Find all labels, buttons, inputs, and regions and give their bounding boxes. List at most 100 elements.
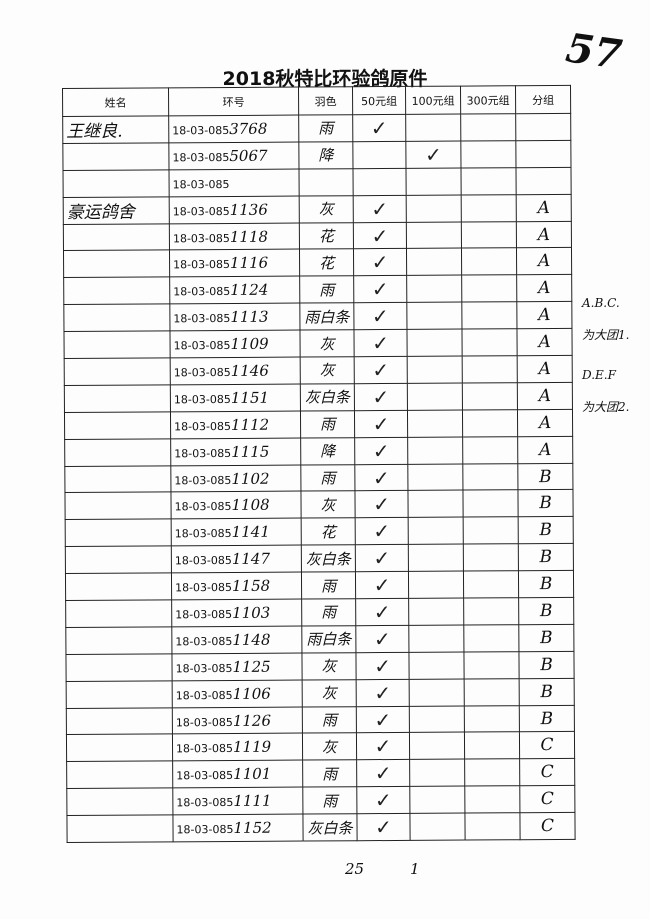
group-letter: A — [517, 409, 573, 437]
owner-name — [63, 223, 170, 251]
pigeon-ring-table: 姓名 环号 羽色 50元组 100元组 300元组 分组 王继良. 18-03-… — [62, 85, 576, 843]
ring-number: 18-03-0851108 — [170, 491, 302, 520]
group-letter — [515, 167, 572, 195]
ring-number: 18-03-0851113 — [169, 303, 300, 331]
owner-name: 王继良. — [62, 115, 169, 144]
ring-number: 18-03-0851109 — [169, 330, 301, 358]
check-300 — [463, 570, 519, 599]
check-300 — [464, 812, 521, 841]
check-100 — [406, 329, 463, 357]
ring-prefix: 18-03-085 — [172, 204, 230, 218]
ring-suffix: 1101 — [233, 765, 272, 784]
table-row: 18-03-0851111 雨 ✓ C — [66, 785, 575, 816]
check-50: ✓ — [356, 759, 410, 787]
check-50: ✓ — [352, 114, 406, 142]
owner-name — [66, 788, 173, 816]
owner-name — [63, 250, 170, 278]
table-row: 18-03-0851103 雨 ✓ B — [65, 597, 574, 628]
table-row: 18-03-0851108 灰 ✓ B — [64, 489, 574, 520]
table-row: 18-03-0851141 花 ✓ B — [65, 516, 574, 547]
ring-prefix: 18-03-085 — [174, 500, 232, 514]
check-50: ✓ — [356, 732, 410, 761]
check-100 — [408, 624, 464, 653]
ring-suffix: 1141 — [231, 523, 270, 542]
group-letter: B — [518, 570, 574, 598]
ring-number: 18-03-0851141 — [171, 518, 302, 547]
table-row: 18-03-0851152 灰白条 ✓ C — [66, 812, 576, 843]
owner-name — [64, 438, 171, 467]
side-note-line: 为大团2. — [582, 400, 630, 414]
check-50: ✓ — [353, 195, 407, 223]
check-50: ✓ — [353, 302, 407, 330]
table-row: 18-03-0851126 雨 ✓ B — [66, 704, 575, 735]
ring-number: 18-03-0855067 — [168, 141, 299, 170]
check-100 — [409, 678, 465, 706]
header-row: 姓名 环号 羽色 50元组 100元组 300元组 分组 — [62, 85, 571, 117]
group-letter: A — [516, 274, 572, 302]
group-letter: A — [516, 220, 572, 249]
table-row: 18-03-0851106 灰 ✓ B — [66, 678, 575, 709]
group-letter: B — [518, 624, 574, 652]
ring-suffix: 1124 — [230, 281, 269, 300]
ring-suffix: 1108 — [231, 496, 270, 515]
check-300 — [463, 543, 519, 572]
check-300 — [460, 140, 516, 168]
check-50: ✓ — [355, 625, 409, 653]
group-letter: A — [517, 355, 573, 383]
ring-prefix: 18-03-085 — [172, 231, 230, 245]
table-row: 18-03-0851102 雨 ✓ B — [64, 462, 573, 493]
ring-suffix: 1146 — [230, 361, 269, 380]
check-50: ✓ — [354, 437, 408, 465]
ring-prefix: 18-03-085 — [175, 688, 233, 702]
owner-name — [66, 761, 173, 789]
check-300 — [461, 248, 517, 276]
header-100: 100元组 — [405, 86, 461, 115]
check-100 — [407, 356, 463, 384]
check-50: ✓ — [356, 786, 410, 814]
ring-number: 18-03-0851124 — [169, 276, 300, 305]
check-300 — [464, 732, 520, 760]
check-50: ✓ — [353, 221, 407, 250]
check-300 — [460, 167, 517, 195]
ring-number: 18-03-0851152 — [172, 814, 304, 842]
ring-suffix: 1126 — [232, 711, 272, 730]
check-300 — [462, 490, 519, 518]
check-50: ✓ — [355, 517, 409, 545]
ring-prefix: 18-03-085 — [175, 715, 233, 729]
ring-number: 18-03-0851151 — [170, 383, 301, 412]
ring-number: 18-03-0851136 — [169, 195, 300, 224]
owner-name: 豪运鸽舍 — [63, 196, 170, 225]
check-100 — [406, 302, 462, 330]
feather-color: 雨 — [299, 276, 354, 304]
check-50: ✓ — [356, 679, 410, 707]
feather-color: 灰白条 — [302, 813, 358, 842]
ring-number: 18-03-0851147 — [171, 545, 302, 573]
ring-number: 18-03-0851125 — [171, 652, 303, 681]
total-100: 1 — [410, 860, 420, 878]
table-row: 18-03-0851119 灰 ✓ C — [66, 731, 575, 762]
ring-number: 18-03-0851102 — [170, 464, 301, 493]
check-100 — [409, 759, 465, 787]
owner-name — [64, 411, 171, 440]
ring-number: 18-03-0851146 — [170, 357, 301, 385]
check-50: ✓ — [353, 248, 407, 277]
check-50: ✓ — [354, 490, 409, 519]
check-100: ✓ — [405, 140, 461, 169]
owner-name — [66, 734, 173, 762]
ring-prefix: 18-03-085 — [176, 823, 234, 837]
ring-prefix: 18-03-085 — [173, 312, 231, 326]
ring-prefix: 18-03-085 — [175, 607, 233, 622]
table-row: 18-03-0851124 雨 ✓ A — [63, 274, 572, 305]
ring-suffix: 1119 — [232, 738, 272, 757]
side-note-line: D.E.F — [582, 368, 616, 382]
feather-color: 雨 — [302, 786, 357, 815]
ring-suffix: 1115 — [231, 442, 270, 461]
group-letter: C — [519, 731, 575, 760]
feather-color: 花 — [299, 222, 354, 250]
ring-suffix: 1112 — [230, 415, 270, 434]
ring-number: 18-03-0851101 — [172, 760, 303, 789]
owner-name — [62, 142, 170, 171]
ring-suffix: 1148 — [232, 630, 271, 649]
owner-name — [64, 492, 172, 520]
